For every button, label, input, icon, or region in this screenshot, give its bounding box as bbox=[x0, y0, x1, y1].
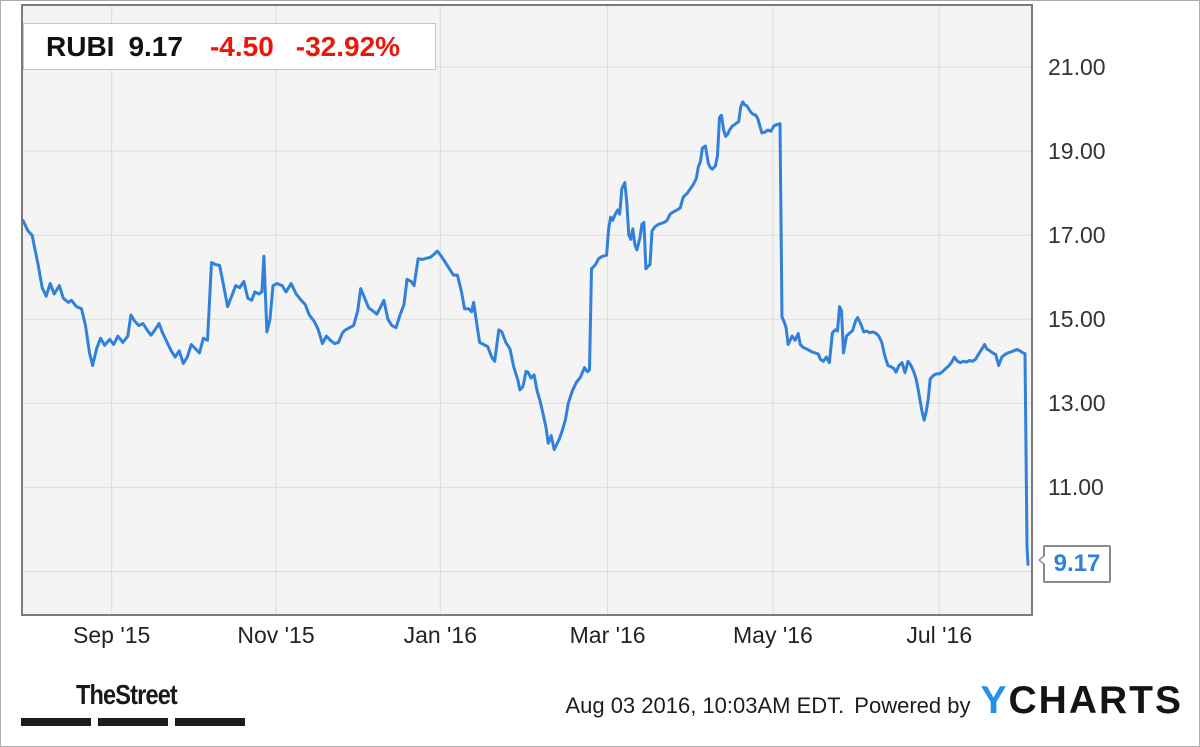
price-change-percent: -32.92% bbox=[295, 30, 401, 62]
ycharts-logo-rest: CHARTS bbox=[1008, 679, 1183, 722]
quote-legend: RUBI 9.17 -4.50 -32.92% bbox=[23, 23, 436, 70]
y-axis-label: 13.00 bbox=[1048, 390, 1106, 417]
timestamp: Aug 03 2016, 10:03AM EDT. bbox=[565, 693, 845, 718]
y-axis-label: 21.00 bbox=[1048, 53, 1106, 80]
last-price-callout-value: 9.17 bbox=[1053, 550, 1101, 578]
plot-area bbox=[21, 4, 1033, 616]
attribution: Aug 03 2016, 10:03AM EDT. Powered by YCH… bbox=[565, 679, 1183, 723]
thestreet-logo: TheStreet bbox=[21, 681, 251, 726]
x-axis-label: Sep '15 bbox=[73, 622, 151, 648]
y-axis-label: 15.00 bbox=[1048, 306, 1106, 333]
x-axis-label: Nov '15 bbox=[237, 622, 315, 648]
y-axis-label: 17.00 bbox=[1048, 222, 1106, 249]
y-axis-label: 11.00 bbox=[1048, 474, 1104, 501]
x-axis-label: Jul '16 bbox=[906, 622, 973, 648]
powered-by-label: Powered by bbox=[854, 693, 971, 718]
ycharts-logo: YCHARTS bbox=[980, 679, 1183, 723]
price-change: -4.50 bbox=[209, 30, 274, 62]
last-price-callout: 9.17 bbox=[1038, 545, 1111, 584]
y-axis-label: 19.00 bbox=[1048, 138, 1106, 165]
x-axis-label: May '16 bbox=[733, 622, 813, 648]
last-price: 9.17 bbox=[128, 30, 183, 62]
price-line-chart bbox=[23, 6, 1031, 614]
thestreet-wordmark: TheStreet bbox=[76, 679, 178, 710]
x-axis-label: Mar '16 bbox=[569, 622, 646, 648]
ycharts-logo-y: Y bbox=[980, 679, 1009, 722]
footer: TheStreet Aug 03 2016, 10:03AM EDT. Powe… bbox=[1, 673, 1199, 746]
thestreet-bars-icon bbox=[21, 718, 251, 726]
x-axis-label: Jan '16 bbox=[403, 622, 478, 648]
ticker-symbol: RUBI bbox=[46, 30, 115, 62]
